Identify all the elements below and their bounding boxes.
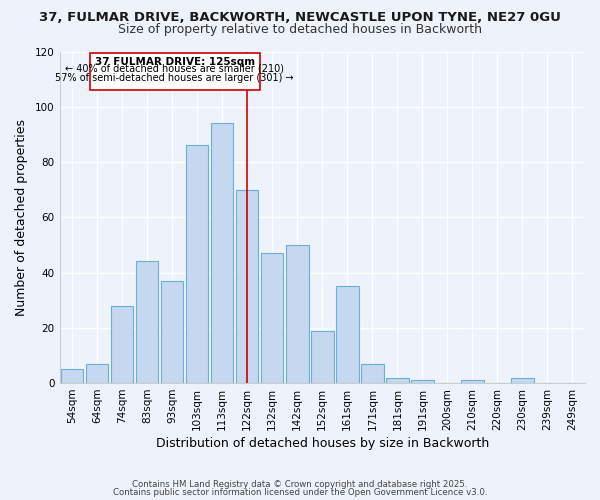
Text: 37, FULMAR DRIVE, BACKWORTH, NEWCASTLE UPON TYNE, NE27 0GU: 37, FULMAR DRIVE, BACKWORTH, NEWCASTLE U…	[39, 11, 561, 24]
Bar	[461, 380, 484, 383]
Bar	[61, 370, 83, 383]
Text: Size of property relative to detached houses in Backworth: Size of property relative to detached ho…	[118, 22, 482, 36]
Text: 37 FULMAR DRIVE: 125sqm: 37 FULMAR DRIVE: 125sqm	[95, 57, 255, 67]
Text: Contains HM Land Registry data © Crown copyright and database right 2025.: Contains HM Land Registry data © Crown c…	[132, 480, 468, 489]
Bar	[311, 330, 334, 383]
Bar	[161, 281, 184, 383]
Bar	[386, 378, 409, 383]
Bar	[186, 146, 208, 383]
Bar	[336, 286, 359, 383]
FancyBboxPatch shape	[89, 53, 260, 90]
Bar	[286, 245, 308, 383]
Bar	[511, 378, 534, 383]
Bar	[86, 364, 109, 383]
Bar	[111, 306, 133, 383]
Text: ← 40% of detached houses are smaller (210): ← 40% of detached houses are smaller (21…	[65, 64, 284, 74]
Bar	[236, 190, 259, 383]
Bar	[211, 124, 233, 383]
Bar	[361, 364, 383, 383]
Bar	[261, 253, 283, 383]
Bar	[136, 262, 158, 383]
Text: Contains public sector information licensed under the Open Government Licence v3: Contains public sector information licen…	[113, 488, 487, 497]
Y-axis label: Number of detached properties: Number of detached properties	[15, 119, 28, 316]
X-axis label: Distribution of detached houses by size in Backworth: Distribution of detached houses by size …	[155, 437, 489, 450]
Text: 57% of semi-detached houses are larger (301) →: 57% of semi-detached houses are larger (…	[55, 74, 294, 84]
Bar	[411, 380, 434, 383]
